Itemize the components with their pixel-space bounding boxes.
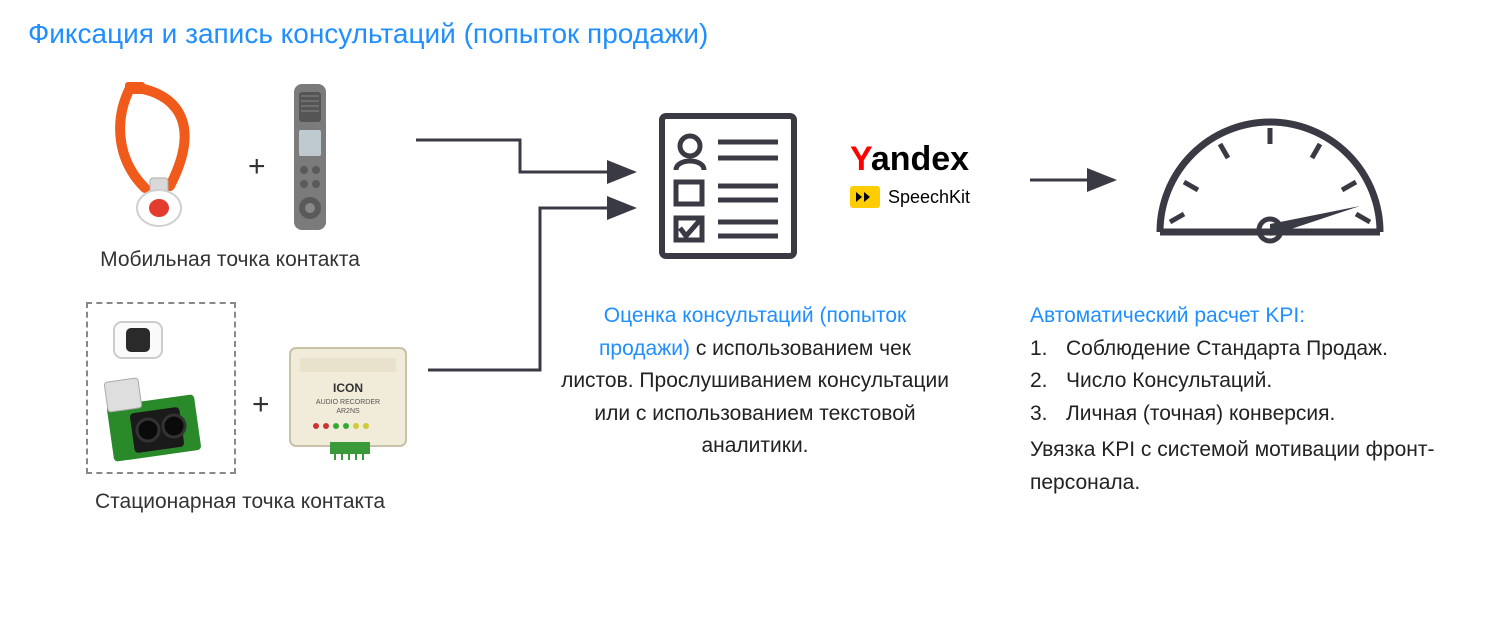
kpi-item-2: 2.Число Консультаций. bbox=[1030, 365, 1470, 398]
right-heading: Автоматический расчет KPI: bbox=[1030, 300, 1470, 333]
yandex-logo: Yandex bbox=[850, 140, 969, 179]
voice-recorder-icon bbox=[280, 80, 340, 235]
right-description: Автоматический расчет KPI: 1.Соблюдение … bbox=[1030, 300, 1470, 499]
speechkit-text: SpeechKit bbox=[888, 187, 970, 208]
sensor-pcb-icon bbox=[96, 370, 216, 470]
audio-box-icon: ICON AUDIO RECORDER AR2NS bbox=[280, 330, 420, 460]
svg-text:ICON: ICON bbox=[333, 381, 363, 395]
plus-stationary: + bbox=[252, 388, 270, 422]
speechkit-label: SpeechKit bbox=[850, 186, 970, 208]
push-button-icon bbox=[110, 314, 166, 362]
kpi-item-3: 3.Личная (точная) конверсия. bbox=[1030, 398, 1470, 431]
page-title: Фиксация и запись консультаций (попыток … bbox=[28, 18, 708, 50]
plus-mobile: + bbox=[248, 150, 266, 184]
yandex-andex: andex bbox=[871, 140, 969, 178]
kpi-item-1: 1.Соблюдение Стандарта Продаж. bbox=[1030, 333, 1470, 366]
page-title-text: Фиксация и запись консультаций (попыток … bbox=[28, 18, 708, 49]
svg-text:AR2NS: AR2NS bbox=[336, 408, 360, 415]
mobile-caption: Мобильная точка контакта bbox=[100, 248, 360, 272]
middle-description: Оценка консультаций (попыток продажи) с … bbox=[560, 300, 950, 463]
right-footer: Увязка KPI c системой мотивации фронт-пе… bbox=[1030, 434, 1470, 499]
speechkit-icon bbox=[850, 186, 880, 208]
stationary-caption: Стационарная точка контакта bbox=[90, 490, 390, 514]
yandex-y: Y bbox=[850, 140, 871, 178]
checklist-icon bbox=[648, 106, 808, 266]
svg-text:AUDIO RECORDER: AUDIO RECORDER bbox=[316, 399, 380, 406]
gauge-icon bbox=[1140, 92, 1400, 252]
mobile-lanyard-icon bbox=[110, 78, 230, 228]
